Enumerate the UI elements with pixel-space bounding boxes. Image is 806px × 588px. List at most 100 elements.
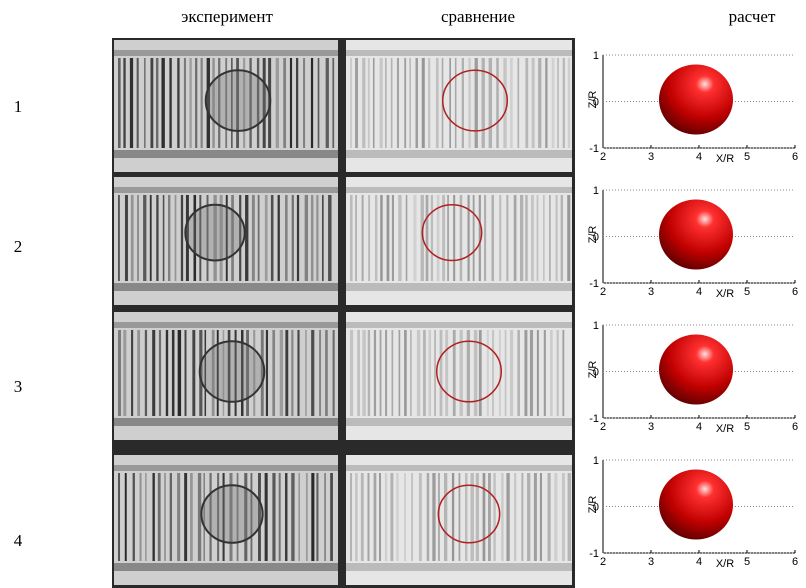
- stripe: [280, 330, 283, 416]
- stripe: [373, 58, 375, 148]
- stripe: [538, 58, 541, 148]
- stripe: [143, 195, 146, 281]
- stripe: [166, 330, 168, 416]
- photo-rail: [114, 465, 338, 471]
- stripe: [290, 58, 292, 148]
- stripe: [175, 195, 177, 281]
- photo-rail: [346, 187, 572, 193]
- photo-rail: [114, 50, 338, 56]
- stripe: [524, 330, 527, 416]
- stripe: [305, 195, 308, 281]
- stripe: [137, 330, 140, 416]
- stripe: [189, 58, 191, 148]
- y-axis-label: Z/R: [587, 361, 599, 379]
- stripe: [266, 330, 268, 416]
- stripe: [444, 473, 447, 561]
- x-tick-label: 5: [744, 286, 750, 298]
- stripe: [168, 195, 170, 281]
- stripe: [319, 330, 321, 416]
- stripe: [145, 330, 147, 416]
- stripe: [429, 330, 432, 416]
- stripe: [428, 58, 430, 148]
- row-label: 4: [14, 531, 23, 550]
- stripe: [316, 473, 318, 561]
- stripe: [190, 473, 193, 561]
- x-tick-label: 3: [648, 286, 654, 298]
- stripe: [506, 473, 509, 561]
- stripe: [330, 473, 333, 561]
- photo-rail: [114, 322, 338, 328]
- photo-rail: [114, 418, 338, 426]
- stripe: [279, 473, 281, 561]
- stripe: [140, 473, 142, 561]
- stripe: [272, 330, 275, 416]
- stripe: [311, 195, 313, 281]
- x-tick-label: 6: [792, 151, 798, 163]
- stripe: [496, 58, 498, 148]
- stripe: [271, 195, 274, 281]
- stripe: [177, 473, 180, 561]
- stripe: [488, 473, 491, 561]
- stripe: [292, 195, 294, 281]
- stripe: [152, 473, 154, 561]
- row-label: 1: [14, 97, 23, 116]
- stripe: [562, 330, 564, 416]
- x-axis-label: X/R: [716, 288, 734, 300]
- stripe: [118, 58, 121, 148]
- photo-rail: [114, 283, 338, 291]
- stripe: [156, 58, 158, 148]
- stripe: [355, 195, 357, 281]
- stripe: [540, 473, 542, 561]
- stripe: [392, 330, 394, 416]
- stripe: [374, 473, 377, 561]
- stripe: [510, 58, 513, 148]
- stripe: [556, 195, 558, 281]
- stripe: [285, 473, 287, 561]
- stripe: [445, 330, 448, 416]
- column-header: эксперимент: [181, 7, 273, 26]
- stripe: [531, 195, 534, 281]
- stripe: [161, 58, 164, 148]
- page: 10-123456X/RZ/R10-123456X/RZ/R10-123456X…: [0, 0, 806, 588]
- bubble: [201, 485, 262, 543]
- x-tick-label: 6: [792, 556, 798, 568]
- y-axis-label: Z/R: [587, 91, 599, 109]
- stripe: [361, 473, 364, 561]
- x-tick-label: 3: [648, 556, 654, 568]
- stripe: [455, 58, 457, 148]
- stripe: [285, 195, 288, 281]
- drop-surface: [659, 335, 733, 405]
- stripe: [525, 195, 527, 281]
- stripe: [563, 58, 565, 148]
- stripe: [324, 473, 326, 561]
- stripe: [123, 330, 126, 416]
- stripe: [561, 195, 563, 281]
- row-label: 2: [14, 237, 23, 256]
- stripe: [499, 195, 501, 281]
- stripe: [419, 473, 422, 561]
- stripe: [568, 58, 571, 148]
- stripe: [537, 330, 539, 416]
- stripe: [396, 473, 398, 561]
- stripe: [252, 195, 255, 281]
- stripe: [368, 330, 370, 416]
- x-tick-label: 3: [648, 151, 654, 163]
- stripe: [489, 58, 492, 148]
- drop-surface: [659, 65, 733, 135]
- bubble: [185, 205, 244, 261]
- stripe: [543, 195, 545, 281]
- stripe: [163, 195, 165, 281]
- stripe: [426, 195, 429, 281]
- photo-rail: [346, 50, 572, 56]
- stripe: [431, 195, 433, 281]
- stripe: [487, 330, 489, 416]
- stripe: [552, 58, 555, 148]
- stripe: [291, 473, 294, 561]
- stripe: [492, 330, 494, 416]
- stripe: [178, 330, 181, 416]
- stripe: [568, 473, 571, 561]
- stripe: [368, 58, 370, 148]
- stripe: [355, 58, 358, 148]
- stripe: [318, 58, 320, 148]
- stripe: [530, 330, 533, 416]
